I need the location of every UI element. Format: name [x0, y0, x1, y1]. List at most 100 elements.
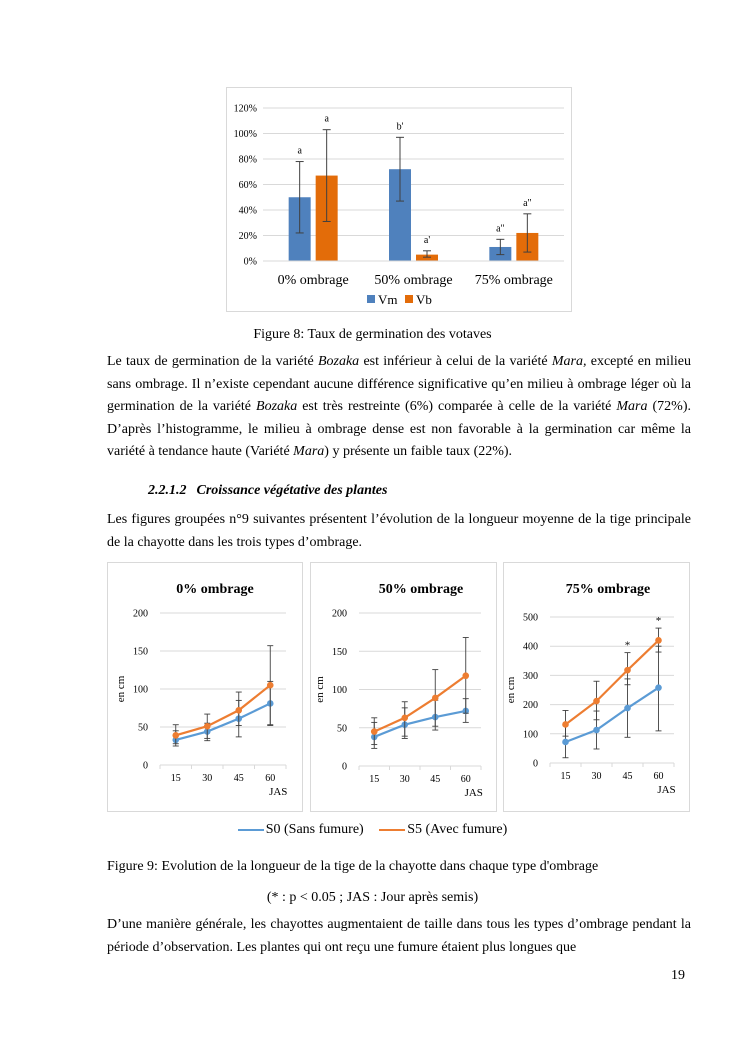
x-tick-label: 15	[369, 774, 379, 785]
section-title: Croissance végétative des plantes	[196, 483, 388, 498]
category-label: 0% ombrage	[278, 273, 349, 288]
legend-item-s5: S5 (Avec fumure)	[379, 822, 507, 838]
y-tick-label: 50	[337, 723, 347, 734]
significance-star: *	[656, 615, 662, 627]
y-tick-label: 0	[533, 759, 538, 770]
paragraph-conclusion: D’une manière générale, les chayottes au…	[107, 917, 691, 955]
x-tick-label: 15	[171, 773, 181, 784]
y-tick-label: 100	[523, 729, 538, 740]
chart-title: 0% ombrage	[176, 582, 253, 597]
x-axis-label: JAS	[465, 787, 483, 799]
data-point-s0	[655, 684, 662, 691]
y-tick-label: 500	[523, 613, 538, 624]
y-axis-label: en cm	[314, 676, 326, 703]
x-tick-label: 60	[654, 771, 664, 782]
data-point-s5	[266, 681, 274, 689]
data-point-s0	[593, 726, 600, 734]
y-tick-label: 150	[133, 647, 148, 658]
data-point-s5	[655, 637, 662, 644]
page-number: 19	[671, 968, 685, 983]
y-tick-label: 50	[138, 723, 148, 734]
section-heading: 2.2.1.2 Croissance végétative des plantes	[148, 483, 387, 499]
x-axis-label: JAS	[657, 784, 675, 796]
x-tick-label: 30	[400, 774, 410, 785]
figure-9-panel-svg: 0% ombrage 0 50 100 150 200 en cm 15 30 45 60 JAS	[115, 582, 287, 798]
significance-label: a"	[523, 198, 532, 209]
y-tick-label: 0%	[244, 257, 257, 268]
italic-run: Mara	[293, 444, 325, 459]
legend-line-s0	[237, 828, 264, 831]
text-run: est inférieur à celui de la variété	[359, 354, 552, 369]
series-line-s5	[564, 639, 660, 726]
x-tick-label: 45	[430, 774, 440, 785]
significance-label: a	[297, 146, 302, 157]
x-tick-label: 45	[234, 773, 244, 784]
data-point-s5	[431, 694, 439, 702]
category-label: 75% ombrage	[475, 273, 553, 288]
paragraph-germination: Le taux de germination de la variété Boz…	[107, 351, 691, 464]
text-run: est très restreinte (6%) comparée à cell…	[297, 399, 617, 414]
chart-title: 50% ombrage	[379, 582, 463, 597]
series-line-s0	[565, 686, 660, 744]
figure-9-panel-0: 0% ombrage 0 50 100 150 200 en cm 15 30 45 60 JAS	[107, 562, 303, 812]
series-line-s0	[175, 702, 271, 741]
series-line-s5	[373, 674, 467, 733]
legend-label-vb: Vb	[416, 292, 432, 307]
paragraph-figures-intro: Les figures groupées n°9 suivantes prése…	[107, 512, 691, 550]
series-line-s0	[373, 709, 466, 738]
figure-9-legend: S0 (Sans fumure) S5 (Avec fumure)	[0, 822, 745, 838]
data-point-s5	[401, 714, 409, 722]
text-run: excepté en milieu sans ombrage. Il n’exi…	[107, 354, 691, 414]
data-point-s5	[462, 672, 470, 680]
y-tick-label: 40%	[239, 206, 257, 217]
data-point-s0	[562, 738, 569, 746]
x-tick-label: 30	[202, 773, 212, 784]
italic-run: Bozaka	[317, 354, 360, 369]
y-tick-label: 300	[523, 671, 538, 682]
x-tick-label: 60	[265, 773, 275, 784]
figure-9-caption: Figure 9: Evolution de la longueur de la…	[107, 859, 599, 874]
chart-title: 75% ombrage	[566, 582, 650, 597]
legend-swatch-vm	[367, 295, 375, 303]
y-tick-label: 200	[133, 609, 148, 620]
data-point-s5	[370, 728, 378, 735]
x-tick-label: 30	[592, 771, 602, 782]
significance-star: *	[625, 640, 631, 652]
series-line-s5	[175, 684, 271, 737]
legend-label-s0: S0 (Sans fumure)	[265, 822, 364, 837]
category-label: 50% ombrage	[374, 273, 452, 288]
data-point-s5	[172, 732, 180, 739]
legend-label-vm: Vm	[378, 292, 398, 307]
figure-9-panel-svg: 75% ombrage 0 100 200 300 400 500 en cm 15 30 45 60…	[505, 582, 676, 796]
x-tick-label: 15	[561, 771, 571, 782]
legend-swatch-vb	[405, 295, 413, 303]
figure-8-caption: Figure 8: Taux de germination des votave…	[253, 327, 492, 342]
y-axis-label: en cm	[115, 675, 127, 702]
figure-8-svg: 0% 20% 40% 60% 80% 100% 120% a a 0% ombrage b' a' 50…	[234, 104, 564, 307]
x-tick-label: 60	[461, 774, 471, 785]
legend-item-s0: S0 (Sans fumure)	[237, 822, 364, 838]
y-tick-label: 200	[523, 700, 538, 711]
y-tick-label: 80%	[239, 155, 257, 166]
figure-9-panel-75: 75% ombrage 0 100 200 300 400 500 en cm 15 30 45 60…	[503, 562, 690, 812]
data-point-s0	[624, 704, 631, 712]
y-tick-label: 120%	[234, 104, 257, 115]
significance-label: a	[324, 114, 329, 125]
y-tick-label: 0	[143, 761, 148, 772]
italic-run: Mara	[616, 399, 648, 414]
y-tick-label: 100%	[234, 129, 257, 140]
italic-run: Mara,	[551, 354, 587, 369]
bar-vb	[416, 254, 438, 261]
legend-label-s5: S5 (Avec fumure)	[407, 822, 508, 837]
figure-9-note: (* : p < 0.05 ; JAS : Jour après semis)	[266, 890, 479, 905]
data-point-s5	[593, 697, 600, 705]
y-tick-label: 400	[523, 642, 538, 653]
section-number: 2.2.1.2	[148, 483, 187, 498]
y-tick-label: 20%	[239, 231, 257, 242]
x-axis-label: JAS	[269, 786, 287, 798]
text-run: Le taux de germination de la variété	[107, 354, 318, 369]
significance-label: a"	[496, 223, 505, 234]
y-tick-label: 60%	[239, 180, 257, 191]
figure-9-panel-svg: 50% ombrage 0 50 100 150 200 en cm 15 30 45 60 JAS	[314, 582, 483, 799]
y-tick-label: 200	[332, 609, 347, 620]
